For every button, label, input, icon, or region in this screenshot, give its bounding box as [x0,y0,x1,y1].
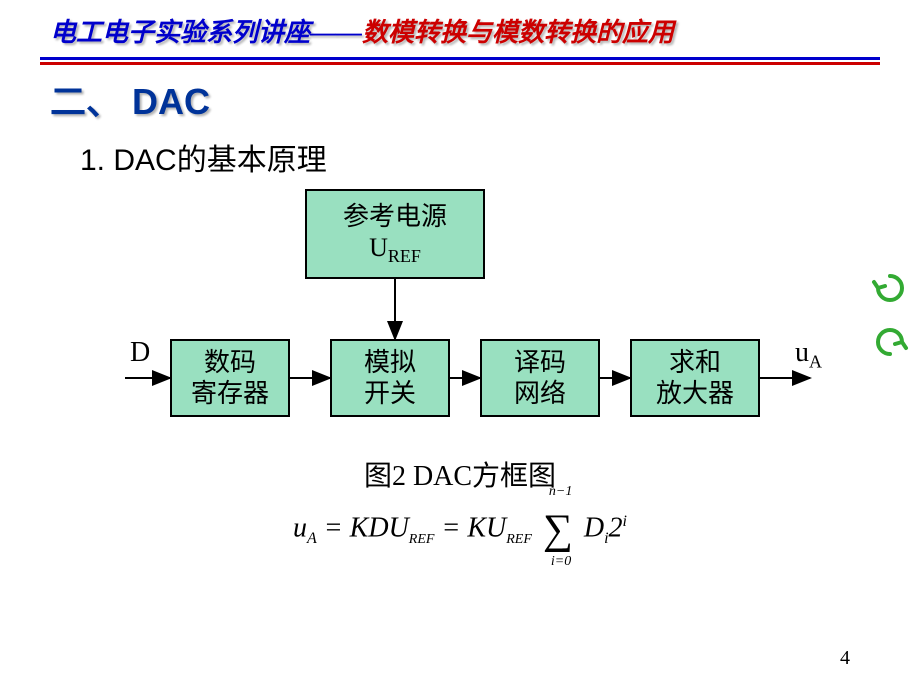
header-part1: 电工电子实验系列讲座—— [50,18,362,47]
section-title: 二、 DAC [0,65,920,125]
formula: uA = KDUREF = KUREF n−1 ∑ i=0 Di2i [0,506,920,554]
header-rule-blue [40,57,880,60]
sigma-symbol: ∑ [543,507,573,553]
nav-next-icon[interactable] [870,320,910,360]
block-sw: 模拟开关 [330,339,450,417]
input-label-d: D [130,337,150,369]
nav-icons [870,260,910,370]
block-ref: 参考电源UREF [305,189,485,279]
page-number: 4 [840,647,850,670]
section-subtitle: 1. DAC的基本原理 [0,125,920,179]
diagram-caption: 图2 DAC方框图 [0,454,920,494]
block-reg: 数码寄存器 [170,339,290,417]
slide-header: 电工电子实验系列讲座——数模转换与模数转换的应用 [0,0,920,55]
nav-prev-icon[interactable] [870,270,910,310]
output-label-ua: uA [795,337,822,373]
block-sum: 求和放大器 [630,339,760,417]
header-part2: 数模转换与模数转换的应用 [362,18,674,47]
block-diagram: 参考电源UREF数码寄存器模拟开关译码网络求和放大器 D uA [50,189,870,449]
block-dec: 译码网络 [480,339,600,417]
